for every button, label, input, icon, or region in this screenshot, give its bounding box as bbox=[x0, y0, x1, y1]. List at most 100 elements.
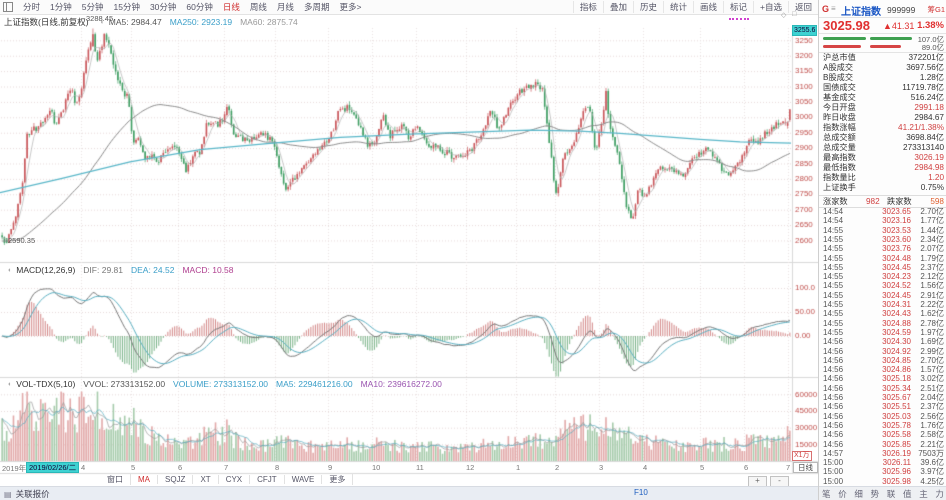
info-label: 总成交量 bbox=[823, 143, 856, 152]
indicator-tab-SQJZ[interactable]: SQJZ bbox=[158, 475, 194, 484]
x-tick: 11 bbox=[416, 463, 424, 472]
tick-price: 3025.58 bbox=[882, 430, 911, 440]
tick-time: 14:55 bbox=[823, 225, 844, 235]
period-tab-1分钟[interactable]: 1分钟 bbox=[50, 2, 72, 12]
tick-time: 14:55 bbox=[823, 253, 844, 263]
tick-time: 14:56 bbox=[823, 411, 844, 421]
indicator-tab-XT[interactable]: XT bbox=[193, 475, 219, 484]
info-row: 最高指数 3026.19 bbox=[819, 153, 946, 163]
tick-volume: 1.44亿 bbox=[920, 225, 944, 235]
period-tab-月线[interactable]: 月线 bbox=[276, 2, 294, 12]
tick-row: 14:56 3025.18 3.02亿 bbox=[819, 374, 946, 383]
tick-price: 3024.45 bbox=[882, 262, 911, 272]
ma-label: MA60: 2875.74 bbox=[240, 17, 298, 27]
menu-icon[interactable]: ≡ bbox=[831, 4, 836, 13]
volume-multiplier-tag: X1万 bbox=[792, 451, 812, 461]
tick-row: 14:55 3024.43 1.62亿 bbox=[819, 309, 946, 318]
tool-叠加[interactable]: 叠加 bbox=[602, 1, 633, 13]
side-tab-主[interactable]: 主 bbox=[919, 488, 928, 499]
tick-time: 14:56 bbox=[823, 355, 844, 365]
tool-历史[interactable]: 历史 bbox=[632, 1, 663, 13]
period-tab-30分钟[interactable]: 30分钟 bbox=[149, 2, 177, 12]
tick-time: 14:56 bbox=[823, 374, 844, 384]
info-label: 最低指数 bbox=[823, 163, 856, 172]
tick-price: 3024.45 bbox=[882, 290, 911, 300]
info-value: 2984.98 bbox=[914, 163, 944, 172]
period-tab-周线[interactable]: 周线 bbox=[249, 2, 267, 12]
period-tab-分时[interactable]: 分时 bbox=[23, 2, 41, 12]
info-row: 上证换手 0.75% bbox=[819, 183, 946, 193]
info-label: 国债成交 bbox=[823, 83, 856, 92]
tick-volume: 39.6亿 bbox=[920, 458, 944, 468]
tick-time: 14:55 bbox=[823, 309, 844, 319]
corner-tag[interactable]: 筹G1 bbox=[927, 5, 945, 14]
macd-settings-icon[interactable]: ◐ bbox=[8, 266, 13, 274]
x-tick: 7 bbox=[224, 463, 229, 472]
info-row: 指数量比 1.20 bbox=[819, 173, 946, 183]
tool-指标[interactable]: 指标 bbox=[572, 1, 603, 13]
side-tab-势[interactable]: 势 bbox=[870, 488, 880, 499]
tick-volume: 2.99亿 bbox=[920, 346, 944, 356]
tick-price: 3025.85 bbox=[882, 439, 911, 449]
side-tab-价[interactable]: 价 bbox=[838, 488, 847, 499]
info-label: 昨日收盘 bbox=[823, 113, 856, 122]
indicator-tab-WAVE[interactable]: WAVE bbox=[285, 475, 323, 484]
square-marker-icon[interactable]: □ bbox=[792, 11, 797, 18]
tick-volume: 2.37亿 bbox=[920, 402, 944, 412]
volume-settings-icon[interactable]: ◐ bbox=[8, 380, 13, 388]
volume-value-label: VOLUME: 273313152.00 bbox=[173, 379, 269, 389]
tick-price: 3024.85 bbox=[882, 355, 911, 365]
tool-画线[interactable]: 画线 bbox=[692, 1, 723, 13]
f10-shortcut[interactable]: F10 bbox=[634, 488, 648, 497]
volume-legend: VVOL: 273313152.00 VOLUME: 273313152.00 MA… bbox=[83, 379, 450, 389]
tick-price: 3025.34 bbox=[882, 383, 911, 393]
info-value: 0.75% bbox=[920, 183, 944, 192]
indicator-settings-icon[interactable]: ◐ bbox=[100, 18, 105, 26]
tick-row: 14:56 3025.85 2.21亿 bbox=[819, 440, 946, 449]
period-tab-日线[interactable]: 日线 bbox=[222, 2, 240, 12]
diamond-marker-icon[interactable]: ◇ bbox=[781, 12, 787, 19]
price-chart-canvas[interactable] bbox=[0, 0, 818, 500]
indicator-tab-CYX[interactable]: CYX bbox=[219, 475, 251, 484]
period-tab-多周期[interactable]: 多周期 bbox=[303, 2, 330, 12]
x-tick: 10 bbox=[372, 463, 381, 472]
tick-price: 3023.16 bbox=[882, 216, 911, 226]
info-value: 1.28亿 bbox=[919, 73, 944, 82]
indicator-tab-CFJT[interactable]: CFJT bbox=[250, 475, 285, 484]
info-label: A股成交 bbox=[823, 63, 854, 72]
tick-price: 3025.18 bbox=[882, 374, 911, 384]
tick-volume: 2.22亿 bbox=[920, 300, 944, 309]
window-layout-icon[interactable] bbox=[3, 2, 13, 12]
tool-标记[interactable]: 标记 bbox=[723, 1, 753, 13]
tool-返回[interactable]: 返回 bbox=[787, 1, 818, 13]
tool-统计[interactable]: 统计 bbox=[662, 1, 693, 13]
period-tab-60分钟[interactable]: 60分钟 bbox=[186, 2, 213, 12]
tick-volume: 1.69亿 bbox=[920, 337, 944, 347]
indicator-tab-窗口[interactable]: 窗口 bbox=[100, 474, 131, 485]
side-tab-联[interactable]: 联 bbox=[886, 488, 896, 499]
drawing-mark[interactable] bbox=[729, 18, 749, 20]
tool-+自选[interactable]: +自选 bbox=[753, 1, 788, 13]
tick-row: 15:00 3025.96 3.97亿 bbox=[819, 467, 946, 476]
info-row: 总成交额 3698.84亿 bbox=[819, 133, 946, 143]
period-tab-更多>[interactable]: 更多> bbox=[339, 2, 362, 12]
period-box[interactable]: 日线 bbox=[793, 462, 818, 473]
tick-row: 14:55 3024.45 2.91亿 bbox=[819, 291, 946, 300]
indicator-tab-MA[interactable]: MA bbox=[131, 475, 158, 484]
period-tab-15分钟[interactable]: 15分钟 bbox=[113, 2, 140, 12]
macd-value-label: DEA: 24.52 bbox=[130, 265, 175, 275]
period-tab-5分钟[interactable]: 5分钟 bbox=[81, 2, 104, 12]
tick-time: 14:55 bbox=[823, 290, 844, 300]
side-tab-笔[interactable]: 笔 bbox=[822, 488, 831, 499]
indicator-tab-更多[interactable]: 更多 bbox=[322, 474, 354, 485]
side-tab-值[interactable]: 值 bbox=[903, 488, 912, 499]
tick-time: 14:54 bbox=[823, 207, 844, 216]
x-tick: 5 bbox=[131, 463, 136, 472]
side-tab-力[interactable]: 力 bbox=[935, 488, 944, 499]
linked-quote-label[interactable]: 关联报价 bbox=[15, 489, 50, 499]
x-tick: 6 bbox=[178, 463, 183, 472]
info-row: 今日开盘 2991.18 bbox=[819, 103, 946, 113]
x-tick: 8 bbox=[275, 463, 280, 472]
symbol-name[interactable]: 上证指数 bbox=[841, 7, 881, 18]
side-tab-细[interactable]: 细 bbox=[854, 488, 863, 499]
